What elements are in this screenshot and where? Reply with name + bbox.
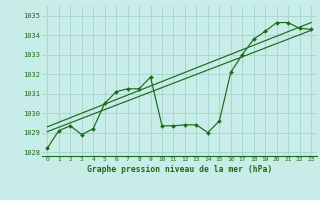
X-axis label: Graphe pression niveau de la mer (hPa): Graphe pression niveau de la mer (hPa) <box>87 165 272 174</box>
